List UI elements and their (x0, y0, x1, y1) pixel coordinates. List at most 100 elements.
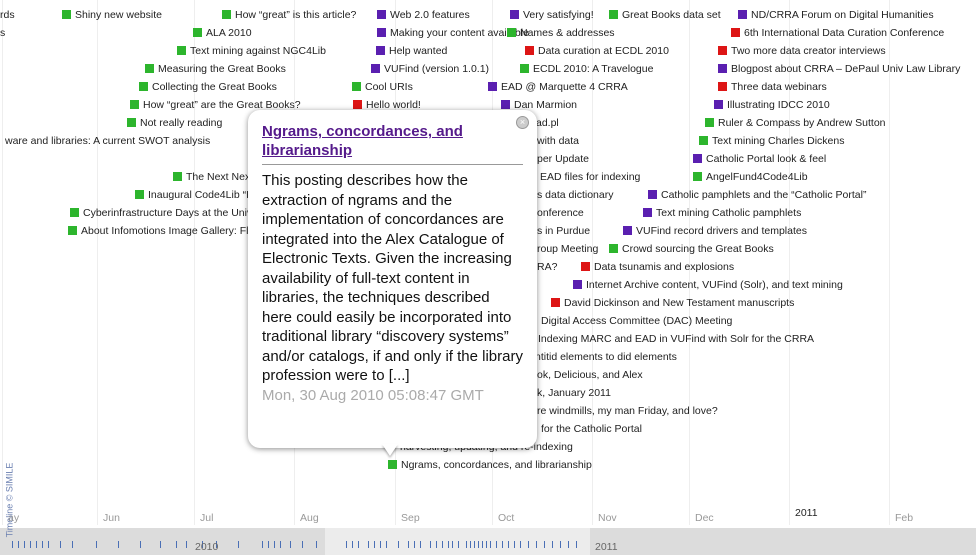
event-label[interactable]: Very satisfying! (523, 9, 594, 21)
event-label[interactable]: About Infomotions Image Gallery: Fl (81, 225, 249, 237)
event-label[interactable]: Three data webinars (731, 81, 827, 93)
event-marker[interactable] (738, 10, 747, 19)
event-label[interactable]: Hello world! (366, 99, 421, 111)
event-label[interactable]: Collecting the Great Books (152, 81, 277, 93)
event-marker[interactable] (352, 82, 361, 91)
event-marker[interactable] (551, 298, 560, 307)
event-label[interactable]: k, January 2011 (537, 387, 611, 399)
close-button[interactable]: × (516, 116, 529, 129)
event-label[interactable]: with data (537, 135, 580, 147)
event-label[interactable]: Not really reading (140, 117, 223, 129)
event-label[interactable]: Making your content available (390, 27, 529, 39)
event-label[interactable]: How “great” are the Great Books? (143, 99, 301, 111)
event-marker[interactable] (139, 82, 148, 91)
event-marker[interactable] (127, 118, 136, 127)
event-label[interactable]: Inaugural Code4Lib “Ice (148, 189, 261, 201)
event-marker[interactable] (718, 64, 727, 73)
event-marker[interactable] (609, 10, 618, 19)
event-label[interactable]: Catholic pamphlets and the “Catholic Por… (661, 189, 867, 201)
event-marker[interactable] (377, 10, 386, 19)
event-label[interactable]: onference (537, 207, 584, 219)
event-marker[interactable] (177, 46, 186, 55)
event-label[interactable]: Ngrams, concordances, and librarianship (401, 459, 592, 471)
event-label[interactable]: Text mining Catholic pamphlets (656, 207, 802, 219)
event-marker[interactable] (130, 100, 139, 109)
event-label[interactable]: ND/CRRA Forum on Digital Humanities (751, 9, 934, 21)
event-marker[interactable] (371, 64, 380, 73)
event-label[interactable]: VUFind record drivers and templates (636, 225, 807, 237)
event-marker[interactable] (693, 154, 702, 163)
event-marker[interactable] (623, 226, 632, 235)
event-marker[interactable] (573, 280, 582, 289)
event-label[interactable]: Internet Archive content, VUFind (Solr),… (586, 279, 843, 291)
event-marker[interactable] (388, 460, 397, 469)
event-marker[interactable] (377, 28, 386, 37)
event-label[interactable]: Data tsunamis and explosions (594, 261, 735, 273)
event-label[interactable]: Great Books data set (622, 9, 721, 21)
event-marker[interactable] (510, 10, 519, 19)
event-label[interactable]: VUFind (version 1.0.1) (384, 63, 490, 75)
event-label[interactable]: per Update (537, 153, 589, 165)
event-label[interactable]: Crowd sourcing the Great Books (622, 243, 774, 255)
popup-title[interactable]: Ngrams, concordances, and librarianship (262, 122, 523, 165)
event-marker[interactable] (501, 100, 510, 109)
event-label[interactable]: Cyberinfrastructure Days at the Univ (83, 207, 253, 219)
event-label[interactable]: Digital Access Committee (DAC) Meeting (541, 315, 733, 327)
event-marker[interactable] (145, 64, 154, 73)
event-label[interactable]: ok, Delicious, and Alex (537, 369, 643, 381)
event-label[interactable]: re windmills, my man Friday, and love? (537, 405, 718, 417)
event-label[interactable]: Shiny new website (75, 9, 162, 21)
event-label[interactable]: AngelFund4Code4Lib (706, 171, 808, 183)
event-marker[interactable] (488, 82, 497, 91)
event-label[interactable]: ALA 2010 (206, 27, 252, 39)
event-marker[interactable] (353, 100, 362, 109)
event-label[interactable]: Indexing MARC and EAD in VUFind with Sol… (538, 333, 815, 345)
event-label[interactable]: RA? (537, 261, 558, 273)
event-marker[interactable] (222, 10, 231, 19)
event-marker[interactable] (581, 262, 590, 271)
event-marker[interactable] (714, 100, 723, 109)
event-label[interactable]: Text mining Charles Dickens (712, 135, 845, 147)
event-label[interactable]: for the Catholic Portal (541, 423, 642, 435)
event-marker[interactable] (173, 172, 182, 181)
event-label[interactable]: Names & addresses (520, 27, 615, 39)
event-marker[interactable] (68, 226, 77, 235)
event-label[interactable]: s data dictionary (537, 189, 614, 201)
event-label[interactable]: Data curation at ECDL 2010 (538, 45, 669, 57)
event-marker[interactable] (648, 190, 657, 199)
event-marker[interactable] (376, 46, 385, 55)
event-label[interactable]: s (0, 27, 6, 39)
event-marker[interactable] (520, 64, 529, 73)
event-label[interactable]: Text mining against NGC4Lib (190, 45, 326, 57)
event-label[interactable]: Measuring the Great Books (158, 63, 286, 75)
event-marker[interactable] (693, 172, 702, 181)
event-marker[interactable] (70, 208, 79, 217)
event-marker[interactable] (731, 28, 740, 37)
event-label[interactable]: Blogpost about CRRA – DePaul Univ Law Li… (731, 63, 961, 75)
event-label[interactable]: How “great” is this article? (235, 9, 357, 21)
event-label[interactable]: Dan Marmion (514, 99, 578, 111)
event-label[interactable]: Illustrating IDCC 2010 (727, 99, 830, 111)
event-label[interactable]: David Dickinson and New Testament manusc… (564, 297, 795, 309)
event-marker[interactable] (643, 208, 652, 217)
event-label[interactable]: EAD files for indexing (540, 171, 641, 183)
event-label[interactable]: s in Purdue (537, 225, 591, 237)
event-marker[interactable] (525, 46, 534, 55)
event-label[interactable]: Cool URIs (365, 81, 413, 93)
event-marker[interactable] (609, 244, 618, 253)
event-label[interactable]: The Next Nex (186, 171, 251, 183)
event-label[interactable]: EAD @ Marquette 4 CRRA (501, 81, 628, 93)
event-marker[interactable] (507, 28, 516, 37)
event-label[interactable]: Web 2.0 features (390, 9, 470, 21)
event-marker[interactable] (135, 190, 144, 199)
event-label[interactable]: roup Meeting (537, 243, 599, 255)
event-label[interactable]: Help wanted (389, 45, 448, 57)
event-label[interactable]: Ruler & Compass by Andrew Sutton (718, 117, 886, 129)
event-marker[interactable] (718, 82, 727, 91)
event-label[interactable]: Catholic Portal look & feel (706, 153, 827, 165)
event-label[interactable]: Two more data creator interviews (731, 45, 886, 57)
event-marker[interactable] (62, 10, 71, 19)
event-marker[interactable] (705, 118, 714, 127)
event-label[interactable]: ad.pl (536, 117, 559, 129)
event-label[interactable]: ware and libraries: A current SWOT analy… (5, 135, 211, 147)
